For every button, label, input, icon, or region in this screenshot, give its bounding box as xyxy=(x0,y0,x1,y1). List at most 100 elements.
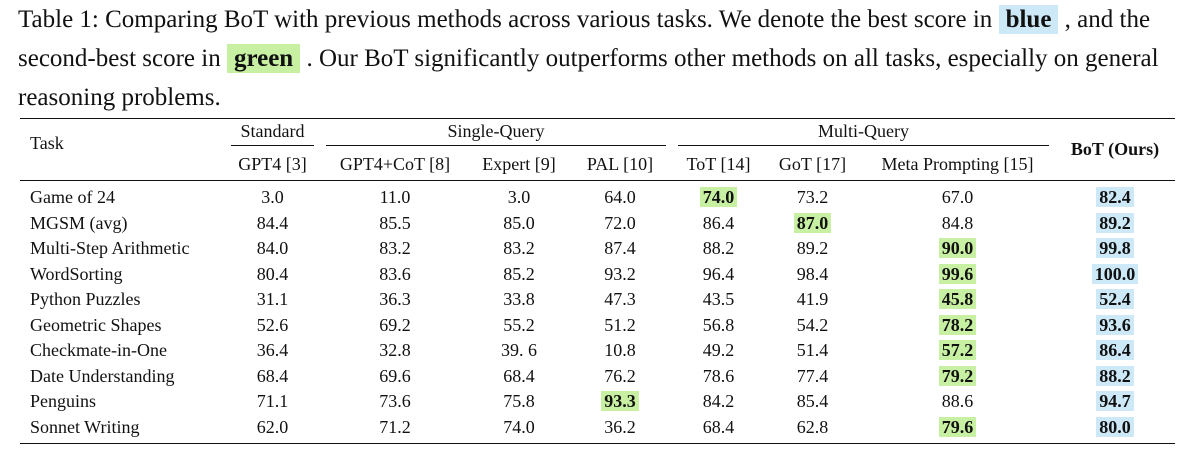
score-cell: 78.6 xyxy=(672,364,765,390)
score: 84.8 xyxy=(941,212,974,233)
score-cell: 71.1 xyxy=(225,389,320,415)
score: 78.2 xyxy=(938,314,977,335)
score: 86.4 xyxy=(702,212,735,233)
data-row: Geometric Shapes 52.6 69.2 55.2 51.2 56.8 54.2… xyxy=(20,313,1175,339)
score-cell: 57.2 xyxy=(860,338,1055,364)
score: 85.0 xyxy=(503,212,535,233)
score-cell: 84.4 xyxy=(225,211,320,237)
results-table: Task Standard Single-Query Multi-Query BoT (… xyxy=(20,118,1175,444)
score-cell: 88.6 xyxy=(860,389,1055,415)
score: 89.2 xyxy=(796,238,829,259)
score-cell: 47.3 xyxy=(568,287,672,313)
score: 49.2 xyxy=(702,340,735,361)
score: 80.0 xyxy=(1096,416,1134,437)
score-cell: 100.0 xyxy=(1055,262,1175,288)
score: 83.2 xyxy=(503,238,535,259)
score-cell: 68.4 xyxy=(225,364,320,390)
score-cell: 51.4 xyxy=(765,338,860,364)
score-cell: 49.2 xyxy=(672,338,765,364)
score: 86.4 xyxy=(1096,340,1134,361)
score: 84.0 xyxy=(256,238,289,259)
score-cell: 84.0 xyxy=(225,236,320,262)
method-header: PAL [10] xyxy=(568,148,672,181)
caption-text: . Our BoT significantly outperforms othe… xyxy=(18,45,1159,111)
task-cell: Game of 24 xyxy=(30,187,115,208)
score: 88.6 xyxy=(941,391,974,412)
score: 57.2 xyxy=(938,340,977,361)
score: 84.4 xyxy=(256,212,289,233)
score: 43.5 xyxy=(702,289,735,310)
score-cell: 56.8 xyxy=(672,313,765,339)
ours-header: BoT (Ours) xyxy=(1055,118,1175,181)
score-cell: 43.5 xyxy=(672,287,765,313)
task-cell: MGSM (avg) xyxy=(30,212,128,233)
group-header: Single-Query xyxy=(320,118,672,148)
score-cell: 85.5 xyxy=(320,211,470,237)
score: 64.0 xyxy=(604,187,636,208)
score: 98.4 xyxy=(796,263,829,284)
score-cell: 93.2 xyxy=(568,262,672,288)
score-cell: 36.3 xyxy=(320,287,470,313)
score: 73.6 xyxy=(379,391,411,412)
score-cell: 77.4 xyxy=(765,364,860,390)
score-cell: 99.6 xyxy=(860,262,1055,288)
score-cell: 62.0 xyxy=(225,414,320,444)
score: 85.2 xyxy=(503,263,535,284)
score-cell: 82.4 xyxy=(1055,181,1175,211)
score-cell: 68.4 xyxy=(672,414,765,444)
data-row: Sonnet Writing 62.0 71.2 74.0 36.2 68.4 62.8 79… xyxy=(20,414,1175,444)
score: 10.8 xyxy=(604,340,636,361)
score-cell: 99.8 xyxy=(1055,236,1175,262)
score: 88.2 xyxy=(702,238,735,259)
score-cell: 86.4 xyxy=(672,211,765,237)
score-cell: 32.8 xyxy=(320,338,470,364)
score-cell: 85.4 xyxy=(765,389,860,415)
score: 88.2 xyxy=(1096,365,1134,386)
score: 3.0 xyxy=(507,187,531,208)
score: 85.5 xyxy=(379,212,411,233)
data-row: Date Understanding 68.4 69.6 68.4 76.2 78.6 77… xyxy=(20,364,1175,390)
group-header: Multi-Query xyxy=(672,118,1055,148)
score: 89.2 xyxy=(1096,212,1134,233)
score-cell: 73.6 xyxy=(320,389,470,415)
caption: Table 1: Comparing BoT with previous met… xyxy=(18,0,1183,117)
task-cell: Multi-Step Arithmetic xyxy=(30,238,190,259)
score: 68.4 xyxy=(503,365,535,386)
score-cell: 87.4 xyxy=(568,236,672,262)
score-cell: 85.0 xyxy=(470,211,568,237)
score: 87.4 xyxy=(604,238,636,259)
score-cell: 75.8 xyxy=(470,389,568,415)
score-cell: 98.4 xyxy=(765,262,860,288)
score: 79.6 xyxy=(938,416,977,437)
task-cell: WordSorting xyxy=(30,263,123,284)
score: 11.0 xyxy=(379,187,411,208)
score: 73.2 xyxy=(796,187,829,208)
score: 36.3 xyxy=(379,289,411,310)
score: 78.6 xyxy=(702,365,735,386)
score: 41.9 xyxy=(796,289,829,310)
score: 45.8 xyxy=(938,289,977,310)
score: 83.2 xyxy=(379,238,411,259)
score: 93.2 xyxy=(604,263,636,284)
score: 62.0 xyxy=(256,416,289,437)
score: 93.6 xyxy=(1096,314,1134,335)
score: 36.4 xyxy=(256,340,289,361)
score-cell: 72.0 xyxy=(568,211,672,237)
data-row: Penguins 71.1 73.6 75.8 93.3 84.2 85.4 88.6 94.7 xyxy=(20,389,1175,415)
score: 67.0 xyxy=(941,187,974,208)
group-label: Multi-Query xyxy=(678,121,1049,146)
score-cell: 78.2 xyxy=(860,313,1055,339)
score-cell: 69.6 xyxy=(320,364,470,390)
score-cell: 39. 6 xyxy=(470,338,568,364)
score-cell: 36.2 xyxy=(568,414,672,444)
score-cell: 55.2 xyxy=(470,313,568,339)
score: 55.2 xyxy=(503,314,535,335)
score: 71.1 xyxy=(256,391,289,412)
score-cell: 90.0 xyxy=(860,236,1055,262)
score-cell: 87.0 xyxy=(765,211,860,237)
score-cell: 31.1 xyxy=(225,287,320,313)
score: 69.6 xyxy=(379,365,411,386)
caption-text: Table 1: Comparing BoT with previous met… xyxy=(18,6,993,33)
score-cell: 10.8 xyxy=(568,338,672,364)
